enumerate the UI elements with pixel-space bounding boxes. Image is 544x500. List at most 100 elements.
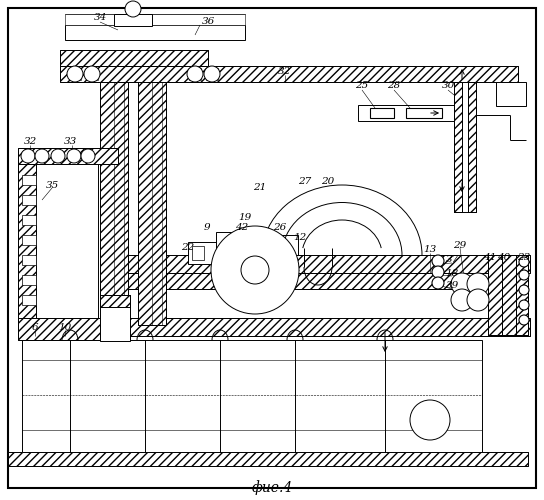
Bar [138,55,166,325]
Text: фие.4: фие.4 [251,480,293,496]
Circle shape [51,149,65,163]
Circle shape [519,285,529,295]
Text: 37: 37 [446,256,459,264]
Bar [100,55,128,325]
Bar [516,255,528,335]
Circle shape [84,66,100,82]
Text: 6: 6 [32,324,38,332]
Bar [100,318,530,336]
Bar [22,275,36,285]
Text: 9: 9 [203,224,211,232]
Text: 27: 27 [298,178,312,186]
Bar [114,14,152,26]
Circle shape [204,66,220,82]
Circle shape [519,257,529,267]
Bar [276,235,298,255]
Bar [216,232,244,260]
Bar [22,195,36,205]
Bar [22,255,36,265]
Bar [358,105,464,121]
Text: 22: 22 [181,244,195,252]
Circle shape [519,300,529,310]
Bar [18,148,118,164]
Text: 13: 13 [423,246,437,254]
Bar [100,255,530,273]
Text: 28: 28 [387,82,400,90]
Text: 39: 39 [446,282,459,290]
Bar [100,318,530,336]
Bar [488,255,516,335]
Bar [100,295,130,307]
Text: 32: 32 [23,138,36,146]
Text: 12: 12 [293,234,307,242]
Bar [206,68,218,80]
Bar [516,255,528,335]
Bar [192,246,204,260]
Bar [65,14,245,25]
Bar [100,295,130,307]
Bar [138,55,166,325]
Bar [18,318,100,340]
Bar [69,68,81,80]
Circle shape [21,149,35,163]
Bar [8,452,528,466]
Circle shape [67,149,81,163]
Circle shape [432,277,444,289]
Bar [60,66,518,82]
Bar [468,82,476,212]
Bar [60,66,518,82]
Bar [86,68,98,80]
Bar [8,452,528,466]
Circle shape [519,315,529,325]
Circle shape [35,149,49,163]
Bar [252,232,272,254]
Bar [22,175,36,185]
Circle shape [451,273,473,295]
Text: 35: 35 [45,180,59,190]
Bar [488,255,528,335]
Bar [22,215,36,225]
Bar [18,164,36,334]
Text: 32: 32 [279,68,292,76]
Circle shape [211,226,299,314]
Text: 18: 18 [446,268,459,278]
Circle shape [432,266,444,278]
Circle shape [410,400,450,440]
Circle shape [241,256,269,284]
Bar [100,255,530,273]
Circle shape [467,273,489,295]
Circle shape [67,66,83,82]
Bar [496,82,526,106]
Text: 29: 29 [453,240,467,250]
Text: 19: 19 [238,214,252,222]
Text: 23: 23 [517,254,530,262]
Text: 40: 40 [497,254,511,262]
Text: 41: 41 [484,254,497,262]
Bar [100,295,130,341]
Bar [100,273,460,289]
Text: 42: 42 [236,224,249,232]
Text: 26: 26 [274,224,287,232]
Bar [406,108,442,118]
Bar [100,273,460,289]
Bar [65,25,245,40]
Bar [18,148,118,164]
Text: 10: 10 [58,324,72,332]
Circle shape [81,149,95,163]
Bar [468,82,476,212]
Bar [189,68,201,80]
Bar [488,255,502,335]
Bar [18,164,98,334]
Text: 34: 34 [94,14,107,22]
Circle shape [519,270,529,280]
Text: 33: 33 [63,138,77,146]
Circle shape [451,289,473,311]
Bar [100,55,128,325]
Text: 20: 20 [322,178,335,186]
Circle shape [125,1,141,17]
Bar [18,164,36,334]
Bar [454,82,462,212]
Circle shape [432,255,444,267]
Bar [454,82,462,212]
Bar [22,340,482,452]
